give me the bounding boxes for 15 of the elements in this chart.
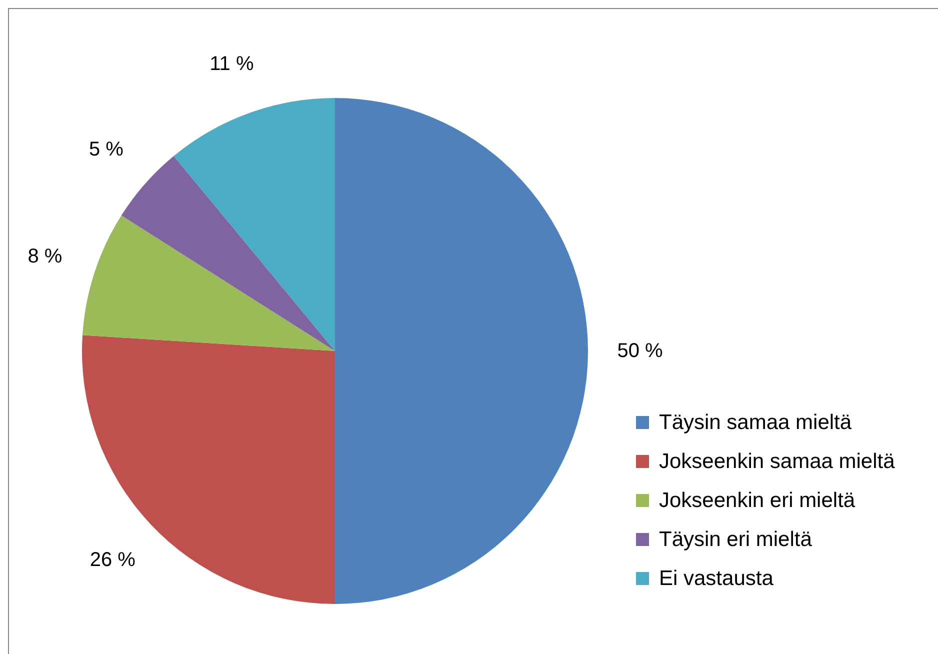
pie-slice <box>174 98 335 351</box>
data-label: 50 % <box>617 340 664 362</box>
data-label: 11 % <box>210 53 254 76</box>
legend-label: Jokseenkin samaa mieltä <box>659 450 895 474</box>
pie-slice <box>121 156 335 351</box>
legend-label: Täysin eri mieltä <box>659 528 812 552</box>
pie-slice <box>335 98 588 604</box>
pie-slice <box>82 215 335 351</box>
legend-label: Täysin samaa mieltä <box>659 410 852 434</box>
data-label: 5 % <box>88 138 124 160</box>
data-label: 26 % <box>90 548 136 571</box>
legend-label: Ei vastausta <box>659 566 774 590</box>
legend-label: Jokseenkin eri mieltä <box>659 488 856 512</box>
data-label: 8 % <box>28 246 62 268</box>
pie-slice <box>82 335 335 604</box>
